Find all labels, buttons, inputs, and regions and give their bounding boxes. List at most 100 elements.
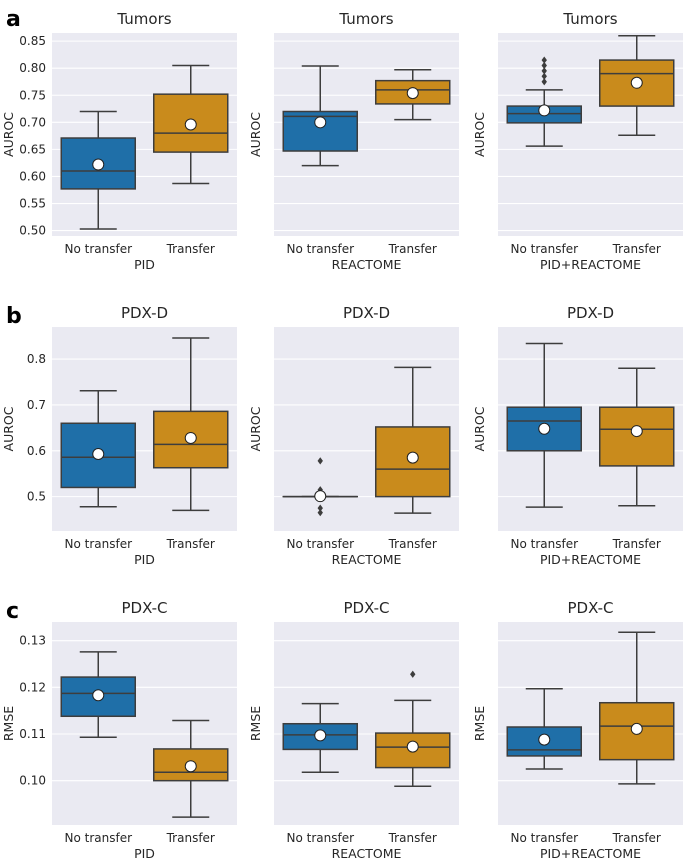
- chart-title: PDX-D: [121, 304, 168, 322]
- mean-marker: [538, 422, 551, 435]
- mean-marker: [630, 722, 643, 735]
- y-tick-label: 0.8: [27, 352, 46, 366]
- x-axis-label: PID+REACTOME: [540, 552, 641, 567]
- box-no-transfer-r2c0: [60, 651, 136, 739]
- box-no-transfer-r1c2: [506, 342, 582, 508]
- mean-marker: [184, 118, 197, 131]
- y-tick-label: 0.50: [19, 224, 46, 238]
- x-tick-label: Transfer: [166, 537, 215, 551]
- y-axis-label: AUROC: [472, 406, 487, 451]
- x-axis-label: PID: [134, 257, 155, 272]
- box-no-transfer-r0c1: [282, 65, 358, 167]
- box-no-transfer-r2c2: [506, 687, 582, 770]
- y-tick-label: 0.60: [19, 169, 46, 183]
- chart-title: Tumors: [116, 10, 171, 28]
- x-tick-label: No transfer: [286, 242, 354, 256]
- outlier-point: [541, 67, 547, 75]
- y-axis-label: AUROC: [248, 406, 263, 451]
- panel-letter-a: a: [6, 7, 21, 32]
- y-axis-label: RMSE: [248, 706, 263, 741]
- mean-marker: [538, 733, 551, 746]
- box-transfer-r1c0: [153, 337, 229, 512]
- x-tick-label: Transfer: [388, 242, 437, 256]
- mean-marker: [538, 104, 551, 117]
- box-no-transfer-r1c0: [60, 389, 136, 508]
- x-axis-label: PID: [134, 846, 155, 861]
- mean-marker: [314, 729, 327, 742]
- x-axis-label: PID: [134, 552, 155, 567]
- panel-letter-b: b: [6, 304, 22, 329]
- panel-letter-c: c: [6, 599, 19, 624]
- y-axis-label: AUROC: [1, 112, 16, 157]
- mean-marker: [406, 740, 419, 753]
- box-transfer-r1c2: [599, 367, 675, 507]
- outlier-point: [317, 457, 323, 465]
- chart-title: PDX-D: [343, 304, 390, 322]
- outlier-point: [541, 72, 547, 80]
- box-transfer-r2c1: [375, 670, 451, 788]
- box-transfer-r0c1: [375, 69, 451, 121]
- x-tick-label: Transfer: [166, 831, 215, 845]
- mean-marker: [630, 76, 643, 89]
- y-tick-label: 0.80: [19, 61, 46, 75]
- x-tick-label: Transfer: [612, 831, 661, 845]
- x-tick-label: Transfer: [612, 242, 661, 256]
- iqr-box: [506, 406, 582, 452]
- box-transfer-r2c2: [599, 631, 675, 785]
- y-tick-label: 0.13: [19, 634, 46, 648]
- iqr-box: [506, 726, 582, 757]
- y-axis-label: RMSE: [472, 706, 487, 741]
- y-tick-label: 0.11: [19, 727, 46, 741]
- mean-marker: [184, 760, 197, 773]
- x-axis-label: REACTOME: [332, 257, 402, 272]
- chart-title: PDX-D: [567, 304, 614, 322]
- y-axis-label: AUROC: [1, 406, 16, 451]
- x-axis-label: PID+REACTOME: [540, 257, 641, 272]
- y-tick-label: 0.70: [19, 115, 46, 129]
- chart-title: Tumors: [338, 10, 393, 28]
- box-transfer-r0c2: [599, 34, 675, 137]
- y-axis-label: RMSE: [1, 706, 16, 741]
- box-transfer-r2c0: [153, 719, 229, 818]
- x-tick-label: Transfer: [388, 831, 437, 845]
- outlier-point: [541, 61, 547, 70]
- y-tick-label: 0.12: [19, 680, 46, 694]
- y-tick-label: 0.55: [19, 197, 46, 211]
- mean-marker: [184, 431, 197, 444]
- mean-marker: [406, 451, 419, 464]
- chart-title: PDX-C: [343, 599, 389, 617]
- outlier-point: [317, 509, 323, 517]
- y-tick-label: 0.75: [19, 88, 46, 102]
- box-transfer-r0c0: [153, 64, 229, 185]
- mean-marker: [406, 87, 419, 100]
- x-tick-label: No transfer: [510, 831, 578, 845]
- x-axis-label: REACTOME: [332, 552, 402, 567]
- chart-title: PDX-C: [567, 599, 613, 617]
- x-tick-label: No transfer: [286, 831, 354, 845]
- y-tick-label: 0.6: [27, 444, 46, 458]
- x-tick-label: Transfer: [612, 537, 661, 551]
- mean-marker: [630, 425, 643, 438]
- mean-marker: [314, 490, 327, 503]
- outlier-point: [541, 56, 547, 64]
- x-tick-label: No transfer: [286, 537, 354, 551]
- box-transfer-r1c1: [375, 366, 451, 514]
- chart-title: Tumors: [562, 10, 617, 28]
- outlier-point: [317, 504, 323, 512]
- x-tick-label: No transfer: [510, 537, 578, 551]
- mean-marker: [314, 116, 327, 129]
- y-axis-label: AUROC: [472, 112, 487, 157]
- box-no-transfer-r1c1: [282, 457, 358, 517]
- x-tick-label: No transfer: [64, 831, 132, 845]
- mean-marker: [92, 158, 105, 171]
- outlier-point: [410, 670, 416, 678]
- y-axis-label: AUROC: [248, 112, 263, 157]
- y-tick-label: 0.5: [27, 490, 46, 504]
- axes-background-r2c0: [52, 622, 237, 825]
- y-tick-label: 0.10: [19, 774, 46, 788]
- y-tick-label: 0.85: [19, 34, 46, 48]
- mean-marker: [92, 447, 105, 460]
- x-tick-label: No transfer: [510, 242, 578, 256]
- x-axis-label: REACTOME: [332, 846, 402, 861]
